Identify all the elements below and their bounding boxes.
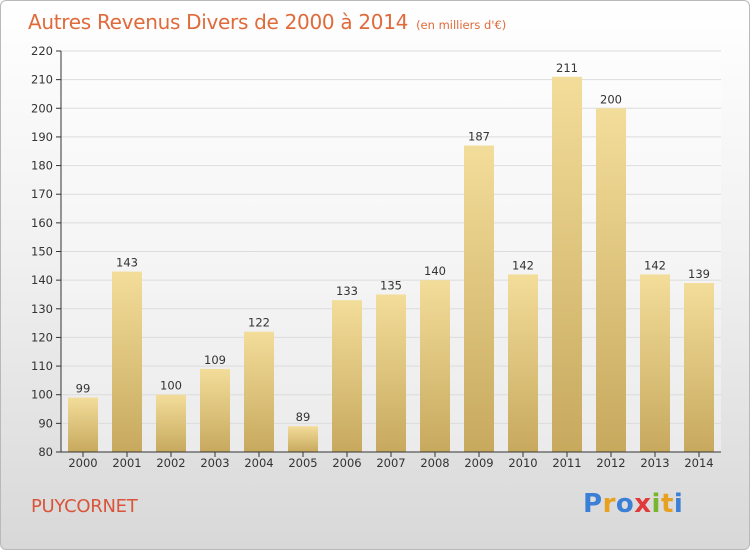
y-tick-label: 180 (31, 159, 53, 173)
bar-2002 (156, 394, 186, 452)
chart-title-text: Autres Revenus Divers de 2000 à 2014 (28, 10, 409, 34)
y-tick-label: 220 (31, 44, 53, 58)
data-label-2001: 143 (116, 256, 138, 270)
chart-title: Autres Revenus Divers de 2000 à 2014 (en … (28, 10, 506, 34)
bar-2006 (332, 300, 362, 452)
logo-letter: r (602, 489, 616, 519)
x-tick-label-2004: 2004 (244, 456, 273, 470)
y-tick-label: 150 (31, 245, 53, 259)
logo-letter: o (615, 489, 635, 519)
x-tick-label-2014: 2014 (684, 456, 713, 470)
x-tick-label-2006: 2006 (332, 456, 361, 470)
data-label-2002: 100 (160, 379, 182, 393)
logo-letter: i (651, 489, 661, 519)
x-tick-label-2013: 2013 (640, 456, 669, 470)
bar-2008 (420, 280, 450, 452)
proxiti-logo: Proxiti (583, 489, 683, 519)
y-tick-label: 90 (38, 416, 53, 430)
y-tick-label: 200 (31, 101, 53, 115)
bar-2001 (112, 271, 142, 452)
bar-2005 (288, 426, 318, 452)
y-tick-label: 210 (31, 73, 53, 87)
x-tick-label-2000: 2000 (68, 456, 97, 470)
bar-2013 (640, 274, 670, 452)
data-label-2000: 99 (76, 382, 91, 396)
x-tick-label-2005: 2005 (288, 456, 317, 470)
bar-2003 (200, 368, 230, 452)
labels: 8090100110120130140150160170180190200210… (31, 44, 714, 470)
data-label-2003: 109 (204, 353, 226, 367)
data-label-2005: 89 (296, 410, 311, 424)
x-tick-label-2009: 2009 (464, 456, 493, 470)
x-tick-label-2010: 2010 (508, 456, 537, 470)
x-tick-label-2001: 2001 (112, 456, 141, 470)
bar-2010 (508, 274, 538, 452)
bar-2007 (376, 294, 406, 452)
data-label-2009: 187 (468, 130, 490, 144)
data-label-2012: 200 (600, 92, 622, 106)
data-label-2010: 142 (512, 258, 534, 272)
data-label-2008: 140 (424, 264, 446, 278)
x-tick-label-2008: 2008 (420, 456, 449, 470)
commune-name: PUYCORNET (31, 496, 138, 517)
y-tick-label: 170 (31, 187, 53, 201)
x-tick-label-2002: 2002 (156, 456, 185, 470)
bars (68, 76, 714, 453)
bar-2000 (68, 397, 98, 452)
y-tick-label: 100 (31, 388, 53, 402)
bar-2014 (684, 283, 714, 452)
chart-unit: (en milliers d'€) (416, 18, 507, 32)
data-label-2013: 142 (644, 258, 666, 272)
x-tick-label-2012: 2012 (596, 456, 625, 470)
y-tick-label: 120 (31, 330, 53, 344)
x-tick-label-2011: 2011 (552, 456, 581, 470)
x-tick-label-2003: 2003 (200, 456, 229, 470)
logo-letter: P (583, 489, 603, 519)
data-label-2007: 135 (380, 278, 402, 292)
y-tick-label: 140 (31, 273, 53, 287)
data-label-2004: 122 (248, 316, 270, 330)
bar-2009 (464, 145, 494, 452)
data-label-2006: 133 (336, 284, 358, 298)
logo-letter: x (634, 489, 652, 519)
bar-2011 (552, 76, 582, 453)
y-tick-label: 130 (31, 302, 53, 316)
bar-2004 (244, 331, 274, 452)
bar-2012 (596, 108, 626, 453)
axes (56, 50, 721, 457)
data-label-2014: 139 (688, 267, 710, 281)
x-tick-label-2007: 2007 (376, 456, 405, 470)
y-tick-label: 190 (31, 130, 53, 144)
y-tick-label: 110 (31, 359, 53, 373)
y-tick-label: 80 (38, 445, 53, 459)
data-label-2011: 211 (556, 61, 578, 75)
logo-letter: i (673, 489, 684, 519)
y-tick-label: 160 (31, 216, 53, 230)
logo-letter: t (660, 489, 674, 519)
